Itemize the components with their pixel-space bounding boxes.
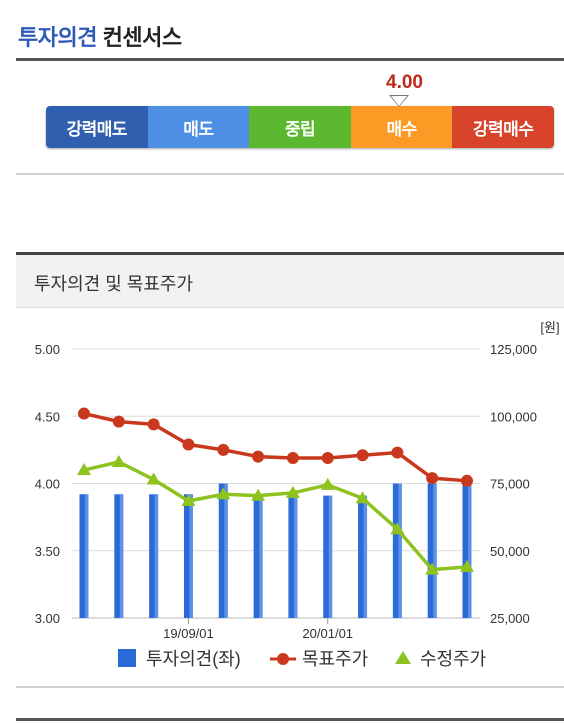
target-price-point (356, 449, 369, 462)
adjusted-price-point (216, 487, 231, 500)
opinion-bar (114, 494, 124, 618)
opinion-bar-highlight (293, 494, 298, 618)
opinion-bar (149, 494, 159, 618)
target-price-point (147, 418, 160, 431)
right-tick-label: 125,000 (490, 342, 537, 357)
chart-canvas: 5.00 4.50 4.00 3.50 3.00 125,000 100,000 75,000… (35, 320, 560, 669)
scale-neutral: 중립 (249, 106, 351, 148)
adjusted-price-point (251, 488, 266, 501)
opinion-bar (218, 483, 228, 618)
opinion-bar (427, 483, 437, 618)
opinion-bar-highlight (328, 495, 333, 618)
opinion-bar (288, 494, 298, 618)
target-price-line (83, 411, 468, 483)
legend-label-target: 목표주가 (302, 649, 368, 669)
target-price-point (321, 451, 334, 464)
left-tick-label: 3.00 (35, 611, 60, 626)
consensus-marker-icon (391, 96, 407, 106)
target-price-point (78, 407, 90, 420)
adjusted-price-point (390, 522, 405, 535)
adjusted-price-point (425, 562, 440, 575)
adjusted-price-point (320, 477, 335, 490)
adjusted-price-point (460, 559, 474, 572)
left-tick-label: 4.00 (35, 477, 60, 492)
opinion-bar-highlight (224, 483, 228, 618)
left-tick-label: 4.50 (35, 409, 60, 424)
opinion-bar-highlight (468, 483, 472, 618)
title-rest: 컨센서스 (102, 25, 182, 50)
opinion-bar-highlight (189, 494, 193, 618)
adjusted-price-point (181, 493, 196, 506)
section-header: 투자의견 및 목표주가 (16, 252, 564, 308)
x-tick-label: 20/01/01 (302, 626, 353, 641)
legend-label-adjusted: 수정주가 (420, 649, 486, 669)
adjusted-price-line (83, 460, 468, 572)
target-price-point (461, 474, 473, 487)
opinion-bar-highlight (259, 494, 263, 618)
next-section-divider (16, 718, 564, 721)
x-tick-label: 19/09/01 (163, 626, 214, 641)
title-divider (16, 58, 564, 61)
adjusted-price-point (111, 454, 126, 467)
opinion-bar-highlight (398, 483, 402, 618)
opinion-target-chart: 5.00 4.50 4.00 3.50 3.00 125,000 100,000 75,000… (0, 305, 564, 685)
target-price-point (391, 446, 404, 459)
left-tick-label: 5.00 (35, 342, 60, 357)
target-price-point (182, 438, 195, 451)
opinion-bar-highlight (363, 495, 368, 618)
adjusted-price-point (285, 485, 300, 498)
title-highlight: 투자의견 (18, 25, 97, 50)
opinion-bar (392, 483, 402, 618)
legend-adjusted-marker (395, 651, 411, 664)
right-tick-label: 25,000 (490, 611, 530, 626)
consensus-scale: 강력매도 매도 중립 매수 강력매수 (46, 106, 554, 148)
right-tick-label: 50,000 (490, 544, 530, 559)
opinion-bar (79, 494, 89, 618)
legend-target-marker (277, 653, 289, 665)
section-title: 투자의견 및 목표주가 (34, 274, 194, 294)
scale-buy: 매수 (350, 106, 453, 148)
chart-bottom-divider (16, 686, 564, 688)
target-price-point (286, 451, 299, 464)
scale-sell: 매도 (147, 106, 250, 148)
target-price-point (426, 472, 439, 485)
consensus-value: 4.00 (386, 72, 423, 93)
scale-strong-buy: 강력매수 (452, 106, 554, 148)
opinion-bar (358, 495, 368, 618)
adjusted-price-point (355, 491, 370, 504)
opinion-bar-highlight (433, 483, 437, 618)
opinion-bar (253, 494, 263, 618)
legend-bar-swatch (118, 649, 136, 667)
opinion-bar (462, 483, 472, 618)
scale-strong-sell: 강력매도 (46, 106, 148, 148)
target-price-point (217, 443, 230, 456)
opinion-bar (183, 494, 193, 618)
target-price-point (252, 450, 265, 463)
page-title: 투자의견 컨센서스 (18, 20, 182, 52)
section-divider (16, 173, 564, 175)
left-tick-label: 3.50 (35, 544, 60, 559)
right-axis-unit: [원] (540, 320, 559, 335)
opinion-bar-highlight (119, 494, 124, 618)
target-price-point (112, 415, 125, 428)
adjusted-price-point (77, 463, 91, 476)
adjusted-price-point (146, 472, 161, 485)
right-tick-label: 75,000 (490, 477, 530, 492)
right-tick-label: 100,000 (490, 409, 537, 424)
opinion-bar-highlight (85, 494, 89, 618)
opinion-bar (323, 495, 333, 618)
opinion-bar-highlight (154, 494, 159, 618)
legend-label-opinion: 투자의견(좌) (146, 649, 241, 669)
